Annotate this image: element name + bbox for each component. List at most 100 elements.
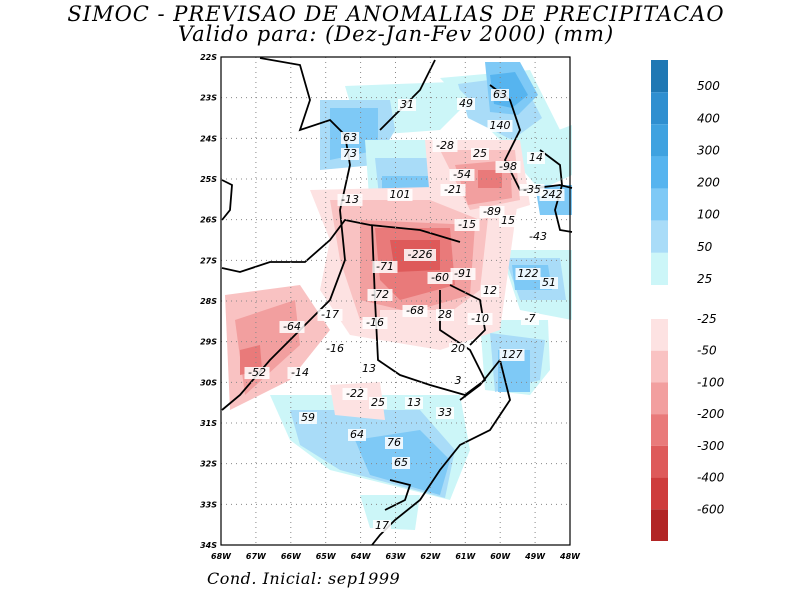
svg-text:-91: -91 bbox=[454, 267, 472, 280]
border-line bbox=[371, 224, 487, 396]
colorbar-label: -100 bbox=[697, 375, 725, 389]
anomaly-value-label: 64 bbox=[348, 428, 366, 441]
anomaly-value-label: -98 bbox=[495, 160, 521, 173]
colorbar-label: -600 bbox=[697, 502, 725, 516]
y-tick-label: 32S bbox=[200, 460, 217, 469]
colorbar-label: -300 bbox=[697, 439, 725, 453]
anomaly-value-label: -52 bbox=[244, 366, 270, 379]
colorbar-label: -50 bbox=[697, 344, 717, 358]
svg-text:140: 140 bbox=[490, 119, 511, 132]
y-tick-label: 28S bbox=[200, 297, 217, 306]
anomaly-value-label: 65 bbox=[392, 456, 410, 469]
colorbar-label: 200 bbox=[697, 176, 720, 190]
colorbar-label: 25 bbox=[697, 272, 712, 286]
svg-text:-226: -226 bbox=[408, 248, 433, 261]
colorbar-label: 50 bbox=[697, 240, 713, 254]
anomaly-value-label: 122 bbox=[515, 267, 541, 280]
svg-text:20: 20 bbox=[451, 342, 465, 355]
colorbar-label: -400 bbox=[697, 471, 725, 485]
anomaly-value-label: 127 bbox=[499, 348, 525, 361]
negative-anomaly-area bbox=[478, 170, 502, 188]
anomaly-value-label: -43 bbox=[525, 230, 551, 243]
y-tick-label: 34S bbox=[200, 541, 217, 550]
y-tick-label: 25S bbox=[200, 175, 217, 184]
svg-text:12: 12 bbox=[483, 284, 497, 297]
anomaly-value-label: 59 bbox=[299, 411, 317, 424]
svg-text:49: 49 bbox=[459, 97, 473, 110]
border-line bbox=[379, 59, 436, 131]
anomaly-value-label: 73 bbox=[341, 147, 359, 160]
y-tick-label: 31S bbox=[200, 419, 217, 428]
svg-text:-60: -60 bbox=[431, 271, 449, 284]
y-tick-label: 27S bbox=[200, 256, 217, 265]
y-tick-label: 26S bbox=[200, 216, 217, 225]
colorbar-swatch bbox=[651, 188, 668, 221]
y-tick-label: 24S bbox=[200, 134, 217, 143]
map-subtitle: Valido para: (Dez-Jan-Fev 2000) (mm) bbox=[177, 22, 615, 46]
svg-text:17: 17 bbox=[375, 519, 389, 532]
anomaly-value-label: -22 bbox=[342, 387, 368, 400]
anomaly-value-label: 63 bbox=[491, 88, 509, 101]
y-tick-label: 33S bbox=[200, 500, 217, 509]
colorbar-swatch bbox=[651, 60, 668, 93]
svg-text:-10: -10 bbox=[471, 312, 489, 325]
border-line bbox=[221, 57, 351, 411]
svg-text:242: 242 bbox=[542, 188, 563, 201]
anomaly-value-label: -226 bbox=[404, 248, 436, 261]
colorbar-label: 100 bbox=[697, 208, 720, 222]
anomaly-value-label: -54 bbox=[449, 168, 475, 181]
anomaly-value-label: 13 bbox=[405, 396, 423, 409]
anomaly-value-label: 101 bbox=[387, 188, 413, 201]
anomaly-value-label: 28 bbox=[436, 308, 454, 321]
svg-text:-13: -13 bbox=[341, 193, 359, 206]
anomaly-value-label: -13 bbox=[337, 193, 363, 206]
svg-text:-71: -71 bbox=[376, 260, 394, 273]
colorbar-swatch bbox=[651, 319, 668, 351]
colorbar-swatch bbox=[651, 156, 668, 189]
anomaly-value-label: -14 bbox=[287, 366, 313, 379]
colorbar-swatch bbox=[651, 252, 668, 285]
svg-text:122: 122 bbox=[518, 267, 539, 280]
anomaly-value-label: -10 bbox=[467, 312, 493, 325]
anomaly-value-label: -60 bbox=[427, 271, 453, 284]
colorbar-swatch bbox=[651, 92, 668, 125]
x-tick-label: 65W bbox=[316, 552, 337, 561]
colorbar-label: 300 bbox=[697, 143, 720, 157]
svg-text:-21: -21 bbox=[444, 183, 462, 196]
svg-text:28: 28 bbox=[438, 308, 452, 321]
svg-text:-72: -72 bbox=[371, 288, 389, 301]
anomaly-value-label: 51 bbox=[540, 276, 558, 289]
svg-text:51: 51 bbox=[542, 276, 556, 289]
svg-text:15: 15 bbox=[501, 214, 515, 227]
svg-text:-68: -68 bbox=[406, 304, 424, 317]
svg-text:3: 3 bbox=[455, 374, 462, 387]
anomaly-value-label: 31 bbox=[398, 98, 416, 111]
svg-text:14: 14 bbox=[529, 151, 543, 164]
anomaly-value-label: -16 bbox=[362, 316, 388, 329]
border-line bbox=[221, 179, 233, 221]
anomaly-value-label: 3 bbox=[452, 374, 464, 387]
anomaly-value-label: -17 bbox=[317, 308, 343, 321]
svg-text:-14: -14 bbox=[291, 366, 309, 379]
map-frame bbox=[220, 56, 571, 546]
svg-text:-52: -52 bbox=[248, 366, 266, 379]
border-line bbox=[221, 219, 461, 273]
svg-text:-16: -16 bbox=[326, 342, 344, 355]
anomaly-value-label: 25 bbox=[369, 396, 387, 409]
y-tick-label: 23S bbox=[200, 94, 217, 103]
colorbar-swatch bbox=[651, 414, 668, 446]
svg-text:-89: -89 bbox=[483, 205, 501, 218]
y-tick-label: 30S bbox=[200, 378, 217, 387]
svg-text:13: 13 bbox=[362, 362, 376, 375]
y-tick-label: 22S bbox=[200, 53, 217, 62]
anomaly-value-label: 140 bbox=[487, 119, 513, 132]
anomaly-value-label: 20 bbox=[449, 342, 467, 355]
anomaly-value-label: -68 bbox=[402, 304, 428, 317]
x-tick-label: 66W bbox=[281, 552, 302, 561]
anomaly-value-label: -89 bbox=[479, 205, 505, 218]
x-tick-label: 64W bbox=[351, 552, 372, 561]
colorbar-swatch bbox=[651, 382, 668, 415]
colorbar-label: 400 bbox=[697, 111, 720, 125]
x-tick-label: 68W bbox=[211, 552, 232, 561]
svg-text:101: 101 bbox=[390, 188, 411, 201]
